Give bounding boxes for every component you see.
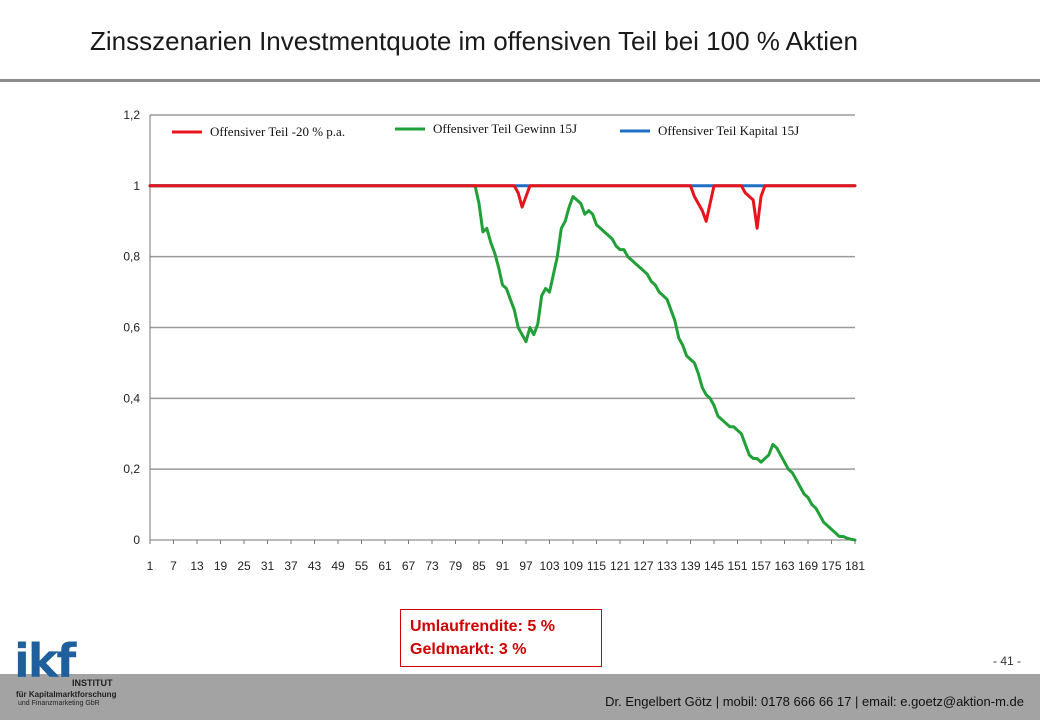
y-tick-label: 0,8 [123, 250, 140, 264]
x-tick-label: 121 [610, 559, 630, 573]
x-tick-label: 163 [774, 559, 794, 573]
legend-label-1: Offensiver Teil Gewinn 15J [433, 121, 577, 136]
x-tick-label: 55 [355, 559, 369, 573]
series-lines [148, 184, 857, 542]
x-tick-label: 145 [704, 559, 724, 573]
y-tick-label: 0,4 [123, 391, 140, 405]
legend: Offensiver Teil -20 % p.a. Offensiver Tei… [172, 121, 799, 139]
series-line-0 [148, 184, 857, 230]
y-tick-label: 0,2 [123, 462, 140, 476]
x-tick-label: 13 [190, 559, 204, 573]
axes [149, 115, 856, 544]
x-tick-label: 115 [587, 559, 606, 573]
x-tick-label: 37 [284, 559, 298, 573]
x-tick-label: 103 [539, 559, 559, 573]
page-title: Zinsszenarien Investmentquote im offensi… [90, 26, 858, 56]
x-tick-label: 127 [633, 559, 653, 573]
x-tick-label: 139 [680, 559, 700, 573]
tick-labels: 0 0,2 0,4 0,6 0,8 1 1,2 1 7 13 19 25 31 37 43 49 55 61 67 7… [123, 108, 865, 573]
x-tick-label: 79 [449, 559, 463, 573]
x-tick-label: 43 [308, 559, 322, 573]
umlaufrendite-label: Umlaufrendite: 5 % [410, 618, 555, 635]
x-tick-label: 97 [519, 559, 533, 573]
y-tick-label: 1 [133, 179, 140, 193]
rate-info-box: Umlaufrendite: 5 % Geldmarkt: 3 % [400, 609, 602, 667]
y-tick-label: 1,2 [123, 108, 140, 122]
logo-institut-label: INSTITUT [72, 678, 113, 688]
x-tick-label: 73 [425, 559, 439, 573]
legend-label-2: Offensiver Teil Kapital 15J [658, 123, 799, 138]
y-tick-label: 0 [133, 533, 140, 547]
legend-label-0: Offensiver Teil -20 % p.a. [210, 124, 345, 139]
x-tick-label: 19 [214, 559, 228, 573]
y-tick-label: 0,6 [123, 321, 140, 335]
footer-bar: Dr. Engelbert Götz | mobil: 0178 666 66 … [0, 674, 1040, 720]
page-number: - 41 - [993, 654, 1022, 668]
geldmarkt-label: Geldmarkt: 3 % [410, 641, 527, 658]
x-tick-label: 157 [751, 559, 771, 573]
x-tick-label: 109 [563, 559, 583, 573]
ikf-logo-mark: ikf [14, 634, 76, 688]
series-line-1 [148, 184, 857, 542]
x-tick-label: 7 [170, 559, 177, 573]
x-tick-label: 25 [237, 559, 251, 573]
ikf-logo: ikf INSTITUT für Kapitalmarktforschung u… [8, 638, 143, 714]
x-tick-label: 169 [798, 559, 818, 573]
grid-lines [150, 114, 855, 470]
footer-contact: Dr. Engelbert Götz | mobil: 0178 666 66 … [605, 694, 1024, 709]
x-tick-label: 181 [845, 559, 865, 573]
x-tick-label: 175 [821, 559, 841, 573]
title-divider [0, 79, 1040, 82]
x-tick-label: 67 [402, 559, 416, 573]
x-tick-label: 91 [496, 559, 510, 573]
x-tick-label: 151 [727, 559, 747, 573]
line-chart: Offensiver Teil -20 % p.a. Offensiver Tei… [123, 108, 865, 573]
x-tick-label: 61 [378, 559, 392, 573]
x-tick-label: 31 [261, 559, 275, 573]
x-tick-label: 133 [657, 559, 677, 573]
x-tick-label: 1 [147, 559, 154, 573]
logo-subtitle-2: und Finanzmarketing GbR [18, 700, 100, 707]
logo-subtitle-1: für Kapitalmarktforschung [16, 690, 117, 699]
x-tick-label: 85 [472, 559, 486, 573]
x-tick-label: 49 [331, 559, 345, 573]
